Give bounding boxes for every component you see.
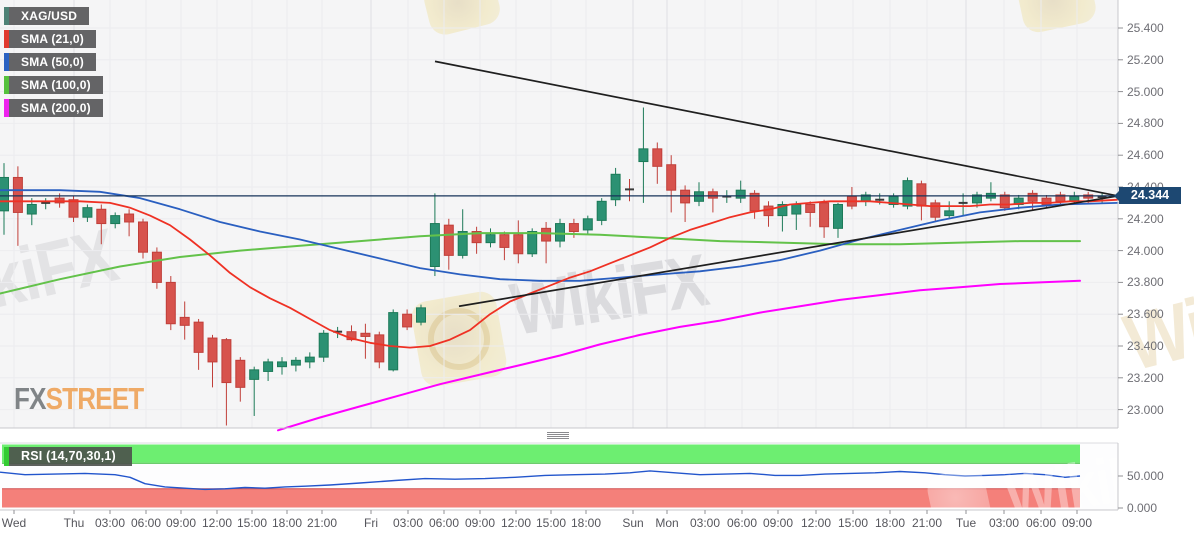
time-axis-label: Tue (955, 516, 977, 530)
time-axis-label: 18:00 (570, 516, 602, 530)
time-axis-label: 18:00 (271, 516, 303, 530)
time-axis-label: 21:00 (911, 516, 943, 530)
legend-item-rsi[interactable]: RSI (14,70,30,1) (4, 447, 132, 466)
time-axis-label: 09:00 (1061, 516, 1093, 530)
time-axis-label: Mon (655, 516, 679, 530)
price-axis-label: 25.200 (1127, 52, 1164, 67)
time-axis-label: 15:00 (535, 516, 567, 530)
time-axis-label: 12:00 (201, 516, 233, 530)
panel-resize-handle[interactable] (547, 432, 569, 441)
time-axis-label: 12:00 (800, 516, 832, 530)
price-axis-label: 24.800 (1127, 116, 1164, 131)
price-axis-label: 24.200 (1127, 211, 1164, 226)
last-price-tag: 24.344 (1114, 187, 1181, 205)
time-axis-label: 15:00 (236, 516, 268, 530)
price-axis-label: 23.600 (1127, 307, 1164, 322)
time-axis-label: Thu (63, 516, 85, 530)
time-axis-label: Fri (364, 516, 378, 530)
fxstreet-logo-fx: FX (14, 381, 46, 416)
time-axis-label: 03:00 (988, 516, 1020, 530)
time-axis-label: 09:00 (762, 516, 794, 530)
price-axis-label: 25.000 (1127, 84, 1164, 99)
legend-item-sma100[interactable]: SMA (100,0) (4, 76, 103, 94)
price-axis-label: 24.600 (1127, 148, 1164, 163)
symbol-color-strip (4, 7, 9, 25)
time-axis-label: 06:00 (726, 516, 758, 530)
time-axis-label: Wed (1, 516, 27, 530)
sma50-color-strip (4, 53, 9, 71)
sma21-color-strip (4, 30, 9, 48)
legend-item-label: SMA (50,0) (9, 53, 96, 71)
legend-item-label: SMA (100,0) (9, 76, 103, 94)
time-axis-label: 06:00 (428, 516, 460, 530)
time-axis-label: 03:00 (689, 516, 721, 530)
time-axis-label: 06:00 (1025, 516, 1057, 530)
price-axis-label: 23.200 (1127, 370, 1164, 385)
legend-item-label: SMA (21,0) (9, 30, 96, 48)
time-axis-label: 06:00 (130, 516, 162, 530)
time-axis-label: Sun (622, 516, 644, 530)
rsi-legend-label: RSI (14,70,30,1) (9, 447, 132, 466)
sma100-color-strip (4, 76, 9, 94)
legend-item-sma50[interactable]: SMA (50,0) (4, 53, 96, 71)
rsi-axis-label: 0.000 (1127, 501, 1158, 515)
fxstreet-logo: FXSTREET (14, 381, 145, 417)
price-axis-label: 23.400 (1127, 339, 1164, 353)
legend-item-label: SMA (200,0) (9, 99, 103, 117)
time-axis-label: 12:00 (500, 516, 532, 530)
fxstreet-logo-street: STREET (45, 381, 145, 416)
rsi-axis-label: 50.000 (1127, 469, 1164, 483)
legend-item-sma21[interactable]: SMA (21,0) (4, 30, 96, 48)
price-axis-label: 25.400 (1127, 21, 1164, 35)
time-axis-label: 21:00 (306, 516, 338, 530)
legend-item-sma200[interactable]: SMA (200,0) (4, 99, 103, 117)
rsi-color-strip (4, 447, 9, 466)
time-axis-label: 09:00 (464, 516, 496, 530)
time-axis-label: 09:00 (165, 516, 197, 530)
price-axis-label: 23.800 (1127, 275, 1164, 290)
time-axis-label: 03:00 (94, 516, 126, 530)
price-axis-label: 24.000 (1127, 243, 1164, 258)
sma200-color-strip (4, 99, 9, 117)
indicator-legend: XAG/USD SMA (21,0) SMA (50,0) SMA (100,0… (4, 7, 103, 122)
price-axis-label: 23.000 (1127, 402, 1164, 417)
legend-item-label: XAG/USD (9, 7, 90, 25)
time-axis-label: 18:00 (874, 516, 906, 530)
time-axis-label: 03:00 (392, 516, 424, 530)
time-axis-label: 15:00 (837, 516, 869, 530)
legend-item-symbol[interactable]: XAG/USD (4, 7, 90, 25)
